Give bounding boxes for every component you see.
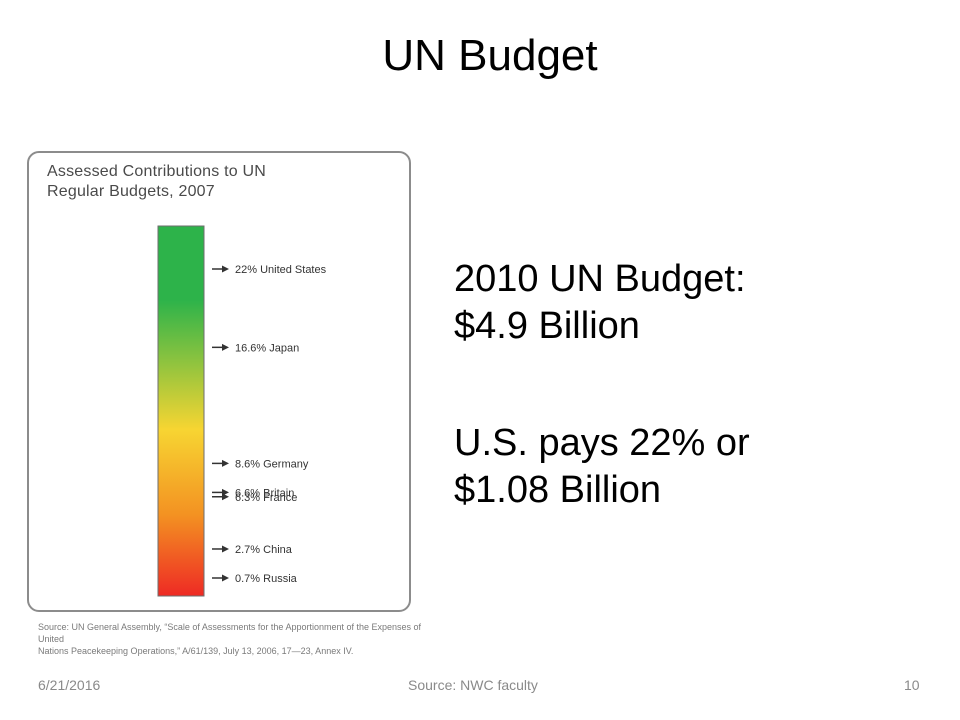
- chart-source-line-2: Nations Peacekeeping Operations,” A/61/1…: [38, 646, 354, 656]
- marker-1: 16.6% Japan: [212, 342, 299, 354]
- marker-arrow-head: [222, 265, 229, 273]
- footer-date: 6/21/2016: [38, 677, 101, 693]
- chart-source-line-1: Source: UN General Assembly, “Scale of A…: [38, 622, 422, 644]
- us-share-line-2: $1.08 Billion: [454, 469, 662, 511]
- marker-arrow-head: [222, 459, 229, 467]
- chart-title: Assessed Contributions to UN Regular Bud…: [47, 162, 377, 202]
- chart-title-line-1: Assessed Contributions to UN: [47, 163, 267, 180]
- marker-arrow-head: [222, 545, 229, 553]
- marker-label: 2.7% China: [235, 544, 293, 556]
- chart-title-line-2: Regular Budgets, 2007: [47, 183, 215, 200]
- contribution-bar: [157, 225, 205, 597]
- marker-label: 16.6% Japan: [235, 342, 299, 354]
- us-share-text: U.S. pays 22% or $1.08 Billion: [454, 420, 874, 514]
- chart-panel: [27, 151, 411, 612]
- budget-line-1: 2010 UN Budget:: [454, 258, 746, 300]
- marker-arrow-head: [222, 493, 229, 501]
- budget-total-text: 2010 UN Budget: $4.9 Billion: [454, 256, 874, 350]
- marker-2: 8.6% Germany: [212, 458, 309, 470]
- marker-label: 6.6% Britain: [235, 487, 294, 499]
- marker-arrow-head: [222, 343, 229, 351]
- marker-4: 6.3% France: [212, 492, 297, 504]
- marker-6: 0.7% Russia: [212, 573, 298, 585]
- budget-line-2: $4.9 Billion: [454, 305, 640, 347]
- marker-label: 0.7% Russia: [235, 573, 298, 585]
- marker-label: 22% United States: [235, 264, 327, 276]
- footer-page-number: 10: [904, 677, 920, 693]
- marker-label: 8.6% Germany: [235, 458, 309, 470]
- marker-label: 6.3% France: [235, 492, 297, 504]
- marker-5: 2.7% China: [212, 544, 293, 556]
- slide-title: UN Budget: [382, 31, 598, 80]
- us-share-line-1: U.S. pays 22% or: [454, 422, 750, 464]
- marker-layer: 22% United States 16.6% Japan 8.6% Germany…: [212, 264, 327, 585]
- marker-0: 22% United States: [212, 264, 327, 276]
- marker-arrow-head: [222, 574, 229, 582]
- footer-source: Source: NWC faculty: [408, 677, 538, 693]
- chart-source-note: Source: UN General Assembly, “Scale of A…: [38, 621, 438, 657]
